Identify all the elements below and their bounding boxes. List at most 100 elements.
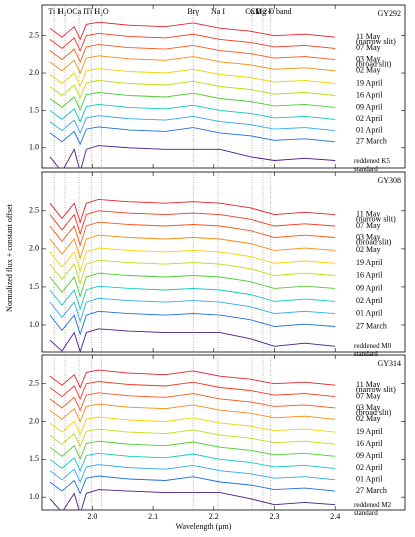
spectrum <box>49 221 336 247</box>
y-axis-label: Normalized flux + constant offset <box>5 203 14 312</box>
spectrum <box>49 103 336 123</box>
legend-label: 27 March <box>356 137 387 146</box>
x-tick-label: 2.0 <box>87 512 97 521</box>
legend-label: reddened M0 standard <box>354 342 392 359</box>
legend-label: reddened M2 standard <box>354 501 391 517</box>
legend-note: (narrow slit) <box>356 37 396 46</box>
legend-note: (broad slit) <box>356 237 392 246</box>
legend-label: 02 April <box>356 463 383 472</box>
spectrum <box>49 285 336 311</box>
spectrum <box>49 80 336 99</box>
panel-frame <box>41 171 406 353</box>
spectrum <box>49 247 336 273</box>
legend-label: 11 May <box>356 380 380 389</box>
spectrum <box>49 369 336 389</box>
spectrum <box>49 416 336 436</box>
spectrum <box>49 44 336 63</box>
legend-label: 02 May <box>356 414 381 423</box>
spectrum <box>49 440 336 460</box>
y-tick-label: 2.5 <box>29 206 39 215</box>
legend-label: 19 April <box>356 427 383 436</box>
legend-label: 03 May <box>356 232 381 241</box>
y-tick-label: 2.5 <box>29 30 39 39</box>
legend-label: 09 April <box>356 283 383 292</box>
panel-title: GY314 <box>377 359 401 368</box>
panel-title: GY308 <box>377 176 401 185</box>
legend-label: 11 May <box>356 209 380 218</box>
y-tick-label: 1.0 <box>29 492 39 501</box>
panel-frame <box>41 354 406 511</box>
y-tick-label: 2.5 <box>29 379 39 388</box>
spectrum <box>49 21 336 41</box>
spectrum <box>49 145 336 168</box>
spectrum <box>49 428 336 448</box>
y-tick-label: 1.5 <box>29 105 39 114</box>
legend-note: (narrow slit) <box>356 214 396 223</box>
spectrum <box>49 381 336 401</box>
feature-label: Na I <box>211 7 225 16</box>
legend-label: 19 April <box>356 258 383 267</box>
legend-label: reddened K5 standard <box>354 157 390 173</box>
legend-label: 11 May <box>356 32 380 41</box>
legend-note: (broad slit) <box>356 408 392 417</box>
y-tick-label: 1.0 <box>29 320 39 329</box>
legend-note: (narrow slit) <box>356 385 396 394</box>
spectrum <box>49 392 336 412</box>
spectrum <box>49 115 336 135</box>
spectrum <box>49 68 336 87</box>
y-tick-label: 1.0 <box>29 143 39 152</box>
y-tick-label: 1.5 <box>29 454 39 463</box>
feature-label: Ca I <box>72 7 86 16</box>
spectrum <box>49 489 336 510</box>
legend-label: 16 April <box>356 439 383 448</box>
legend-label: 01 April <box>356 475 383 484</box>
y-tick-label: 2.0 <box>29 244 39 253</box>
feature-label: H₂O <box>58 7 73 16</box>
spectrum <box>49 234 336 260</box>
spectrum <box>49 297 336 323</box>
spectrum <box>49 92 336 111</box>
x-tick-label: 2.1 <box>148 512 158 521</box>
spectrum <box>49 452 336 472</box>
legend-label: 02 May <box>356 66 381 75</box>
panel-title: GY292 <box>377 9 401 18</box>
legend-label: 27 March <box>356 486 387 495</box>
feature-label: Ti I <box>85 7 97 16</box>
legend-label: 01 April <box>356 308 383 317</box>
spectrum <box>49 403 336 423</box>
legend-label: 09 April <box>356 451 383 460</box>
spectrum <box>49 126 336 146</box>
spectrum <box>49 464 336 484</box>
spectrum <box>49 475 336 495</box>
x-tick-label: 2.2 <box>209 512 219 521</box>
spectrum <box>49 259 336 285</box>
legend-label: 02 April <box>356 296 383 305</box>
y-tick-label: 1.5 <box>29 282 39 291</box>
spectrum <box>49 55 336 75</box>
x-tick-label: 2.4 <box>330 512 340 521</box>
spectrum <box>49 310 336 336</box>
legend-label: 03 May <box>356 403 381 412</box>
panel-frame <box>41 4 406 169</box>
legend-label: 16 April <box>356 90 383 99</box>
legend-label: 07 May <box>356 221 381 230</box>
spectrum <box>49 328 336 352</box>
legend-label: 27 March <box>356 321 387 330</box>
legend-label: 07 May <box>356 391 381 400</box>
legend-label: 16 April <box>356 270 383 279</box>
x-tick-label: 2.3 <box>269 512 279 521</box>
legend-label: 19 April <box>356 78 383 87</box>
feature-label: H₂O <box>94 7 109 16</box>
feature-label: CO 2-0 band <box>250 7 291 16</box>
legend-label: 03 May <box>356 54 381 63</box>
legend-label: 02 April <box>356 114 383 123</box>
x-axis-label: Wavelength (μm) <box>176 522 232 531</box>
legend-label: 02 May <box>356 245 381 254</box>
spectrum <box>49 272 336 298</box>
feature-label: Mg I <box>255 7 271 16</box>
spectrum <box>49 210 336 236</box>
legend-text: reddened M0 standard <box>354 342 392 359</box>
legend-note: (broad slit) <box>356 59 392 68</box>
feature-label: Brγ <box>187 7 199 16</box>
